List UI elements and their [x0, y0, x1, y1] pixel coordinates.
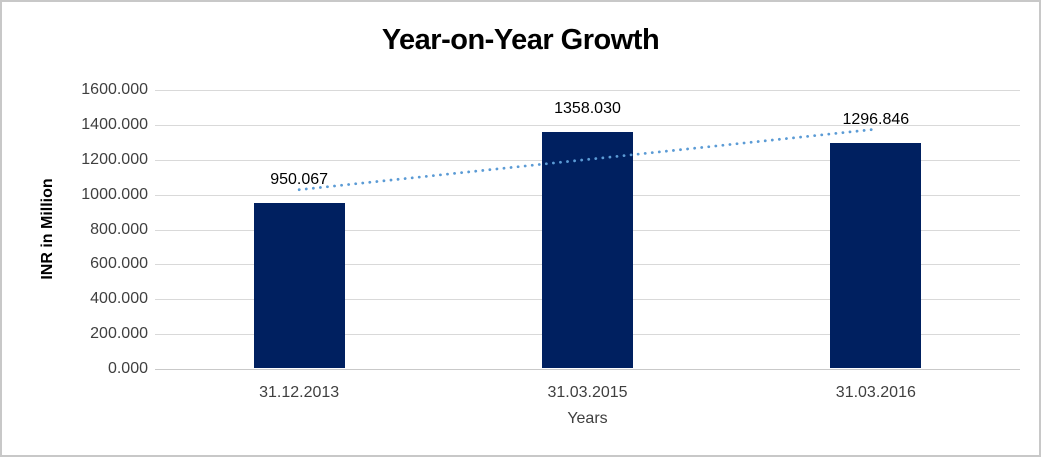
- y-tick-label: 1600.000: [81, 81, 148, 98]
- y-tick-label: 1200.000: [81, 151, 148, 168]
- bar: [542, 132, 633, 368]
- y-tick-label: 400.000: [90, 290, 148, 307]
- gridline: [155, 125, 1020, 126]
- x-axis-title: Years: [567, 410, 608, 427]
- bar-value-label: 1296.846: [842, 111, 910, 128]
- bar: [254, 203, 345, 368]
- y-tick-label: 800.000: [90, 221, 148, 238]
- bar-value-label: 950.067: [270, 171, 329, 188]
- y-tick-label: 200.000: [90, 325, 148, 342]
- x-tick-label: 31.03.2016: [835, 384, 916, 401]
- bar: [830, 143, 921, 368]
- y-tick-label: 0.000: [107, 360, 148, 377]
- y-tick-label: 1400.000: [81, 116, 148, 133]
- bar-value-label: 1358.030: [554, 100, 621, 117]
- x-tick-label: 31.03.2015: [547, 384, 628, 401]
- y-tick-label: 1000.000: [81, 186, 148, 203]
- x-tick-label: 31.12.2013: [259, 384, 340, 401]
- y-tick-label: 600.000: [90, 255, 148, 272]
- chart-title: Year-on-Year Growth: [381, 24, 660, 56]
- x-axis-line: [155, 369, 1020, 370]
- gridline: [155, 90, 1020, 91]
